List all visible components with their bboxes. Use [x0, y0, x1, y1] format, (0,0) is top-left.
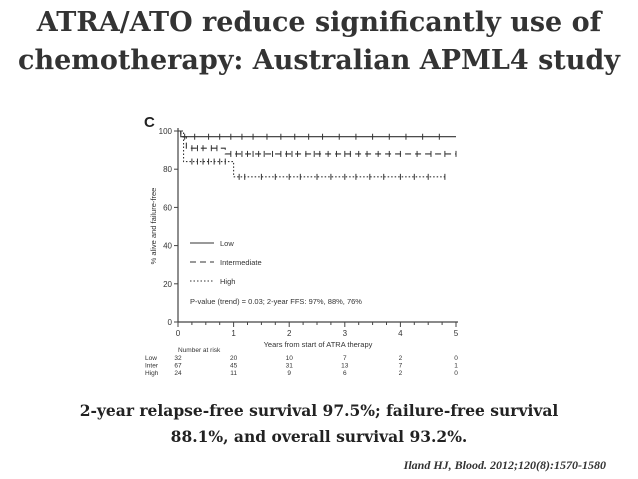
- y-tick-label: 20: [163, 280, 172, 289]
- risk-count: 7: [399, 363, 403, 370]
- y-tick-label: 80: [163, 165, 172, 174]
- risk-count: 45: [230, 363, 238, 370]
- risk-count: 0: [454, 355, 458, 362]
- risk-count: 32: [174, 355, 182, 362]
- risk-count: 20: [230, 355, 238, 362]
- panel-label: C: [144, 114, 155, 131]
- x-tick-label: 4: [398, 329, 403, 338]
- legend-label-low: Low: [220, 239, 234, 248]
- x-tick-label: 2: [287, 329, 292, 338]
- risk-count: 6: [343, 370, 347, 377]
- y-tick-label: 40: [163, 242, 172, 251]
- x-tick-label: 5: [454, 329, 459, 338]
- risk-count: 13: [341, 363, 349, 370]
- y-axis-label: % alive and failure-free: [149, 188, 158, 265]
- x-axis-label: Years from start of ATRA therapy: [264, 340, 373, 349]
- series-line-intermediate: [178, 130, 456, 155]
- risk-count: 31: [286, 363, 294, 370]
- risk-count: 24: [174, 370, 182, 377]
- risk-count: 67: [174, 363, 182, 370]
- y-tick-label: 0: [168, 318, 173, 327]
- title-line-2: chemotherapy: Australian APML4 study: [18, 45, 620, 76]
- risk-count: 2: [399, 370, 403, 377]
- legend-label-high: High: [220, 277, 235, 286]
- risk-count: 10: [286, 355, 294, 362]
- chart-annotation: P-value (trend) = 0.03; 2-year FFS: 97%,…: [190, 297, 362, 306]
- x-tick-label: 1: [231, 329, 236, 338]
- series-line-high: [178, 130, 445, 178]
- citation: Iland HJ, Blood. 2012;120(8):1570-1580: [403, 458, 606, 472]
- legend-label-intermediate: Intermediate: [220, 258, 262, 267]
- risk-table-title: Number at risk: [178, 347, 221, 354]
- summary-text: 2-year relapse-free survival 97.5%; fail…: [30, 398, 608, 450]
- title-line-1: ATRA/ATO reduce significantly use of: [36, 7, 602, 38]
- y-tick-label: 100: [159, 127, 173, 136]
- x-tick-label: 3: [343, 329, 348, 338]
- risk-row-label: High: [145, 370, 159, 377]
- slide-title: ATRA/ATO reduce significantly use of che…: [0, 4, 638, 80]
- x-tick-label: 0: [176, 329, 181, 338]
- summary-line-2: 88.1%, and overall survival 93.2%.: [170, 427, 468, 446]
- risk-row-label: Low: [145, 355, 157, 362]
- y-tick-label: 60: [163, 203, 172, 212]
- risk-row-label: Inter: [145, 363, 159, 370]
- risk-count: 2: [399, 355, 403, 362]
- risk-count: 9: [287, 370, 291, 377]
- risk-count: 0: [454, 370, 458, 377]
- summary-line-1: 2-year relapse-free survival 97.5%; fail…: [79, 401, 559, 420]
- risk-count: 7: [343, 355, 347, 362]
- risk-count: 11: [230, 370, 237, 377]
- risk-count: 1: [454, 363, 458, 370]
